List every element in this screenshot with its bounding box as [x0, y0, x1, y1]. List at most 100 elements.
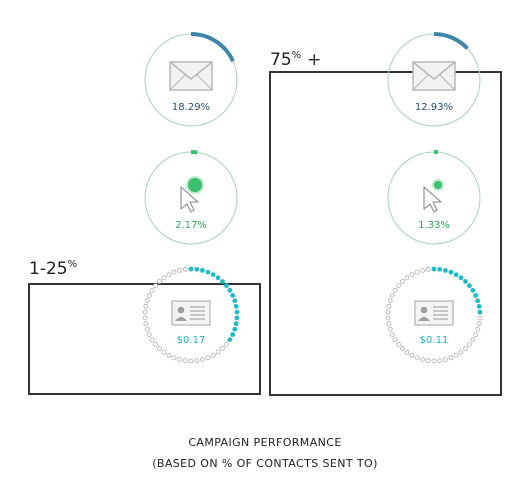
progress-dot-filled [437, 266, 443, 272]
cursor-arrow [180, 186, 199, 213]
progress-dot-empty [194, 358, 200, 364]
progress-dot-empty [144, 298, 150, 304]
progress-dot-empty [144, 326, 150, 332]
progress-dot-empty [387, 326, 393, 332]
metric-value-label: $0.17 [177, 335, 206, 346]
progress-ring-arc [433, 32, 469, 50]
progress-dot-empty [210, 352, 216, 358]
progress-dot-empty [171, 269, 177, 275]
progress-dot-empty [143, 303, 149, 309]
progress-dot-filled [477, 309, 483, 315]
progress-dot-empty [404, 349, 410, 355]
progress-dot-empty [199, 357, 205, 363]
progress-dot-filled [467, 283, 472, 289]
progress-dot-empty [142, 309, 148, 315]
progress-dot-empty [142, 315, 148, 321]
group-labels: 1-25% 75% + [29, 50, 321, 279]
progress-dot-empty [389, 292, 395, 298]
progress-dot-empty [161, 275, 167, 281]
envelope-fold-left [412, 74, 429, 91]
group-box-1 [28, 283, 261, 395]
progress-dot-empty [153, 283, 159, 289]
progress-dot-empty [166, 352, 172, 358]
progress-dot-filled [431, 266, 437, 272]
progress-dot-filled [458, 275, 464, 281]
metric-value-label: $0.11 [420, 335, 449, 346]
group-box-2 [269, 71, 502, 396]
group-label-suffix: + [307, 50, 321, 70]
progress-dot-empty [400, 279, 405, 284]
metric-value-label: 1.33% [418, 220, 450, 231]
metric-value-label: 12.93% [415, 102, 453, 113]
envelope-body [412, 61, 456, 91]
progress-dot-empty [149, 337, 155, 343]
progress-dot-filled [220, 279, 225, 284]
card-avatar-head [420, 306, 428, 314]
progress-dot-filled [463, 279, 468, 284]
progress-dot-filled [476, 303, 482, 309]
progress-dot-empty [223, 341, 229, 347]
progress-dot-filled [234, 309, 240, 315]
envelope-fold-right [439, 74, 456, 91]
progress-dot-filled [227, 287, 233, 293]
metric-value-label: 18.29% [172, 102, 210, 113]
progress-dot-empty [448, 355, 454, 361]
progress-dot-empty [392, 287, 398, 293]
progress-dot-empty [157, 279, 162, 284]
progress-dot-filled [234, 315, 240, 321]
progress-dot-filled [227, 337, 233, 343]
envelope-body [169, 61, 213, 91]
progress-dot-empty [409, 272, 415, 278]
progress-dot-filled [448, 269, 454, 275]
progress-dot-empty [171, 355, 177, 361]
progress-dot-filled [470, 287, 476, 293]
progress-dot-filled [224, 283, 229, 289]
group-boxes [28, 71, 502, 396]
progress-dot-empty [453, 352, 459, 358]
group-label-2: 75% + [270, 50, 321, 70]
metric-click-2: 1.33% [387, 150, 481, 245]
progress-dot-filled [473, 293, 479, 298]
metric-open-1: 18.29% [144, 32, 238, 127]
metric-click-1: 2.17% [144, 150, 238, 245]
progress-dot-empty [149, 287, 155, 293]
progress-dot-filled [475, 298, 481, 304]
progress-dot-empty [157, 346, 162, 351]
progress-dot-empty [182, 358, 188, 364]
group-label-1: 1-25% [29, 259, 77, 279]
progress-dot-empty [143, 321, 149, 327]
progress-dot-filled [210, 272, 216, 278]
progress-dot-empty [392, 337, 398, 343]
progress-dot-empty [166, 272, 172, 278]
progress-dot-empty [389, 332, 395, 338]
click-dot [434, 181, 442, 189]
progress-dot-filled [188, 266, 194, 272]
progress-dot-filled [194, 266, 200, 272]
progress-dot-filled [233, 321, 239, 327]
progress-dot-empty [437, 358, 443, 364]
progress-dot-empty [396, 341, 402, 347]
progress-dot-filled [443, 268, 448, 273]
progress-dot-empty [466, 341, 472, 347]
card-avatar-body [418, 317, 430, 321]
progress-dot-empty [470, 337, 476, 343]
progress-dot-empty [182, 266, 188, 272]
group-label-main: 75 [270, 50, 292, 70]
progress-dot-empty [146, 332, 152, 338]
group-label-main: 1-25 [29, 259, 68, 279]
progress-dot-empty [146, 292, 152, 298]
progress-dot-empty [386, 303, 392, 309]
group-label-sup: % [292, 50, 302, 61]
progress-dot-empty [475, 326, 481, 332]
progress-dot-empty [476, 321, 482, 327]
progress-dot-filled [230, 293, 236, 298]
progress-dot-empty [442, 357, 448, 363]
progress-dot-empty [205, 355, 211, 361]
progress-dot-empty [420, 357, 426, 363]
metric-cost-1: $0.17 [142, 266, 240, 364]
progress-dot-empty [385, 315, 391, 321]
progress-dot-empty [458, 349, 464, 355]
progress-dot-filled [215, 275, 221, 281]
progress-dot-empty [386, 321, 392, 327]
